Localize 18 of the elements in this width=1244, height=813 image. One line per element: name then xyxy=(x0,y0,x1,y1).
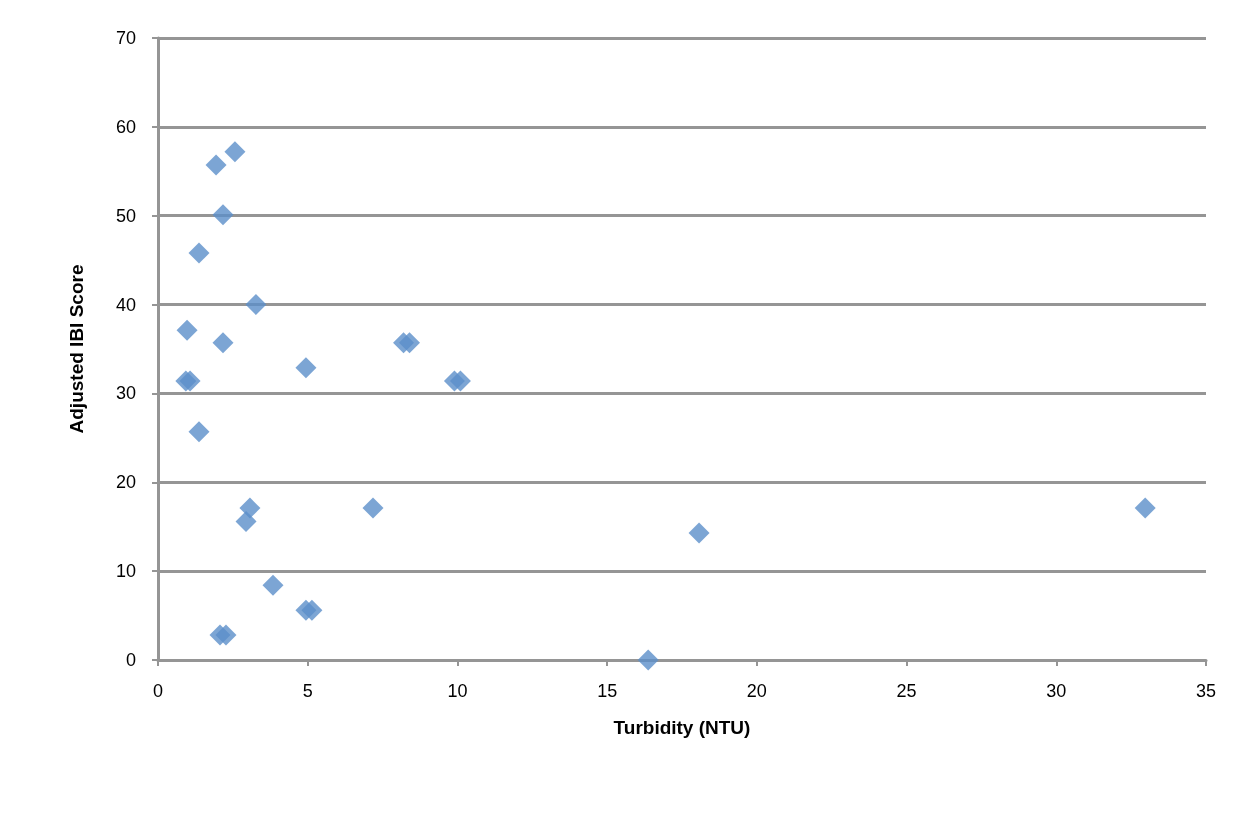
y-tick-label: 50 xyxy=(115,205,136,226)
y-tick-label: 20 xyxy=(115,472,136,493)
x-tick-label: 35 xyxy=(1195,681,1217,701)
x-axis-title: Turbidity (NTU) xyxy=(613,717,751,738)
x-tick-label: 25 xyxy=(896,681,917,701)
x-tick-label: 15 xyxy=(597,681,618,701)
x-tick-label: 5 xyxy=(302,681,313,701)
y-tick-label: 60 xyxy=(115,116,136,137)
x-tick-label: 0 xyxy=(152,681,164,701)
y-tick-label: 0 xyxy=(125,650,136,670)
x-tick-label: 10 xyxy=(447,681,468,701)
y-tick-label: 30 xyxy=(115,383,136,404)
y-tick-label: 10 xyxy=(115,561,136,582)
x-tick-label: 20 xyxy=(746,681,767,701)
y-axis-title: Adjusted IBI Score xyxy=(66,264,87,434)
x-tick-label: 30 xyxy=(1046,681,1067,701)
y-tick-label: 70 xyxy=(115,28,136,48)
y-tick-label: 40 xyxy=(115,294,136,315)
